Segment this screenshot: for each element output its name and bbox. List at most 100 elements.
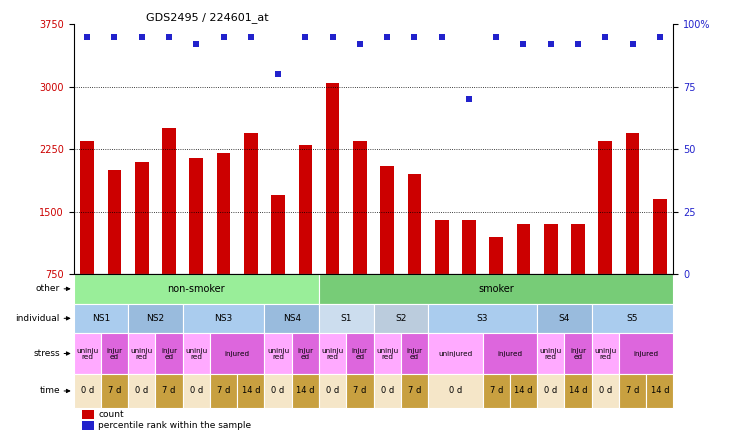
Point — [572, 41, 584, 48]
Bar — [626, 133, 640, 274]
Text: S5: S5 — [627, 314, 638, 323]
Bar — [264, 304, 319, 333]
Point — [218, 33, 230, 40]
Text: percentile rank within the sample: percentile rank within the sample — [98, 420, 251, 429]
Bar — [183, 333, 210, 374]
Bar — [155, 333, 183, 374]
Text: injur
ed: injur ed — [570, 348, 586, 360]
Point — [490, 33, 502, 40]
Text: injur
ed: injur ed — [406, 348, 422, 360]
Bar — [619, 374, 646, 408]
Bar — [565, 333, 592, 374]
Bar — [346, 333, 374, 374]
Bar — [272, 195, 285, 274]
Point — [381, 33, 393, 40]
Text: smoker: smoker — [478, 284, 514, 294]
Point — [599, 33, 611, 40]
Bar — [346, 374, 374, 408]
Bar — [80, 141, 94, 274]
Bar — [128, 333, 155, 374]
Bar — [401, 333, 428, 374]
Text: 0 d: 0 d — [190, 386, 203, 396]
Bar — [74, 374, 101, 408]
Bar — [592, 333, 619, 374]
Bar — [619, 333, 673, 374]
Bar — [82, 421, 94, 429]
Bar — [128, 374, 155, 408]
Bar — [483, 374, 510, 408]
Text: 0 d: 0 d — [272, 386, 285, 396]
Bar — [135, 162, 149, 274]
Point — [272, 71, 284, 78]
Point — [136, 33, 148, 40]
Bar — [82, 410, 94, 419]
Bar — [189, 158, 203, 274]
Bar — [537, 333, 565, 374]
Text: 0 d: 0 d — [81, 386, 94, 396]
Text: injur
ed: injur ed — [161, 348, 177, 360]
Text: 14 d: 14 d — [569, 386, 587, 396]
Text: uninju
red: uninju red — [130, 348, 153, 360]
Bar — [592, 304, 673, 333]
Bar — [537, 304, 592, 333]
Text: S2: S2 — [395, 314, 406, 323]
Bar — [653, 199, 667, 274]
Text: count: count — [98, 410, 124, 419]
Text: 7 d: 7 d — [408, 386, 421, 396]
Bar — [353, 141, 367, 274]
Bar — [565, 374, 592, 408]
Text: NS2: NS2 — [146, 314, 164, 323]
Text: injured: injured — [498, 350, 523, 357]
Bar — [183, 304, 264, 333]
Bar — [128, 304, 183, 333]
Bar — [183, 374, 210, 408]
Text: uninju
red: uninju red — [185, 348, 208, 360]
Bar — [374, 333, 401, 374]
Bar — [101, 374, 128, 408]
Text: injur
ed: injur ed — [297, 348, 314, 360]
Bar — [646, 374, 673, 408]
Text: S3: S3 — [477, 314, 488, 323]
Text: 0 d: 0 d — [135, 386, 149, 396]
Text: stress: stress — [33, 349, 60, 358]
Point — [654, 33, 665, 40]
Text: injur
ed: injur ed — [352, 348, 368, 360]
Point — [82, 33, 93, 40]
Bar — [598, 141, 612, 274]
Bar — [462, 220, 475, 274]
Bar — [544, 224, 558, 274]
Point — [436, 33, 447, 40]
Text: time: time — [39, 386, 60, 396]
Text: non-smoker: non-smoker — [168, 284, 225, 294]
Bar — [483, 333, 537, 374]
Point — [245, 33, 257, 40]
Point — [327, 33, 339, 40]
Text: uninju
red: uninju red — [267, 348, 289, 360]
Bar — [319, 274, 673, 304]
Bar — [537, 374, 565, 408]
Text: uninju
red: uninju red — [539, 348, 562, 360]
Bar — [435, 220, 448, 274]
Text: uninju
red: uninju red — [76, 348, 99, 360]
Text: injured: injured — [224, 350, 250, 357]
Point — [163, 33, 175, 40]
Text: 14 d: 14 d — [241, 386, 260, 396]
Text: 0 d: 0 d — [544, 386, 557, 396]
Text: uninjured: uninjured — [438, 350, 473, 357]
Text: individual: individual — [15, 314, 60, 323]
Bar — [374, 304, 428, 333]
Bar — [489, 237, 503, 274]
Bar — [381, 166, 394, 274]
Point — [109, 33, 121, 40]
Bar — [319, 304, 374, 333]
Bar — [210, 333, 264, 374]
Bar — [101, 333, 128, 374]
Bar — [237, 374, 264, 408]
Point — [354, 41, 366, 48]
Text: S1: S1 — [341, 314, 352, 323]
Bar — [592, 374, 619, 408]
Bar — [408, 174, 421, 274]
Bar — [510, 374, 537, 408]
Bar — [326, 83, 339, 274]
Text: 0 d: 0 d — [326, 386, 339, 396]
